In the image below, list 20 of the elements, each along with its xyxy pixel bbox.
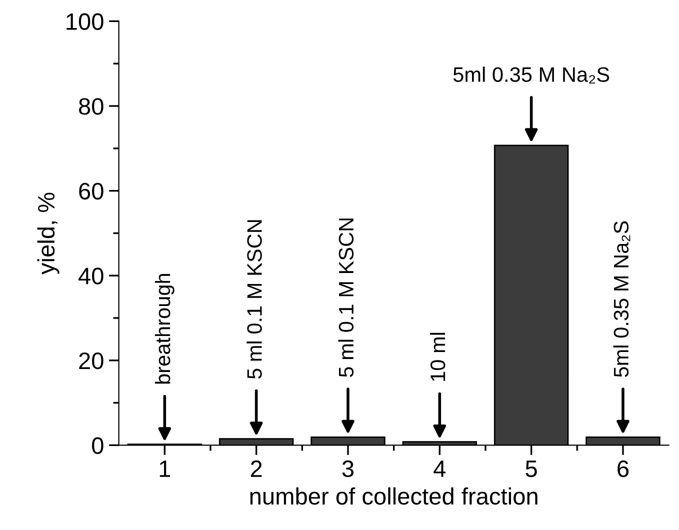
y-tick-label: 80 (79, 98, 104, 115)
x-tick-label: 3 (342, 460, 354, 478)
x-tick-label: 5 (526, 460, 537, 478)
y-tick-label: 20 (79, 352, 104, 370)
y-tick-label: 0 (92, 437, 104, 454)
x-tick-label: 4 (434, 460, 446, 477)
y-axis-title: yield, % (37, 192, 60, 274)
x-tick-label: 6 (618, 460, 629, 478)
x-tick-label: 2 (250, 460, 262, 477)
x-axis-title: number of collected fraction (250, 487, 538, 505)
annotation: 5 ml 0.1 M KSCN (246, 220, 262, 379)
annotation: 5 ml 0.1 M KSCN (338, 218, 354, 377)
annotation: 5ml 0.35 M Na₂S (613, 221, 630, 377)
x-tick-label: 1 (160, 460, 170, 477)
annotation: 10 ml (430, 332, 446, 381)
annotation: 5ml 0.35 M Na₂S (453, 66, 610, 84)
y-tick-label: 40 (78, 268, 104, 284)
y-tick-label: 60 (79, 182, 104, 200)
annotation: breathrough (154, 274, 174, 384)
y-tick-label: 100 (66, 13, 104, 30)
